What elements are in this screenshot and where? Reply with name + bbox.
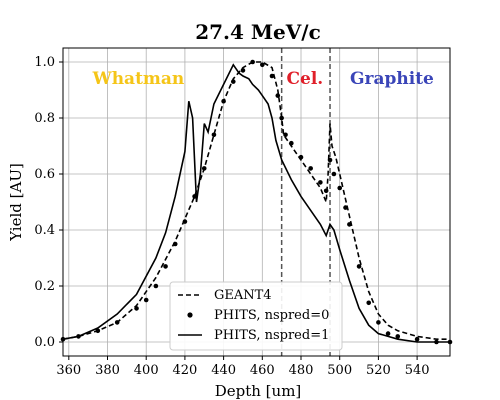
data-point bbox=[318, 180, 323, 185]
y-tick-label: 1.0 bbox=[34, 55, 55, 70]
x-tick-label: 520 bbox=[366, 363, 391, 378]
legend-label: PHITS, nspred=0 bbox=[214, 308, 329, 323]
legend-label: GEANT4 bbox=[214, 288, 272, 303]
data-point bbox=[376, 320, 381, 325]
region-label-graphite: Graphite bbox=[350, 69, 434, 89]
data-point bbox=[163, 264, 168, 269]
data-point bbox=[331, 171, 337, 177]
y-tick-label: 0.8 bbox=[34, 111, 55, 126]
legend-box bbox=[169, 281, 343, 351]
data-point bbox=[347, 222, 352, 227]
plot-frame bbox=[62, 47, 451, 357]
data-point bbox=[182, 219, 188, 224]
data-point bbox=[366, 300, 372, 306]
data-point bbox=[95, 328, 101, 334]
legend: GEANT4 PHITS, nspred=0 PHITS, nspred=1 bbox=[169, 281, 343, 351]
x-tick-label: 420 bbox=[172, 363, 197, 378]
data-point bbox=[260, 62, 265, 68]
data-point bbox=[134, 306, 139, 311]
x-tick-label: 360 bbox=[56, 363, 81, 378]
y-tick-label: 0.0 bbox=[34, 335, 55, 350]
data-point bbox=[172, 241, 178, 247]
x-tick-label: 540 bbox=[405, 363, 430, 378]
data-point bbox=[275, 93, 281, 98]
data-point bbox=[414, 336, 420, 342]
region-labels: Whatman Cel. Graphite bbox=[92, 69, 434, 89]
x-tick-label: 500 bbox=[327, 363, 352, 378]
region-label-whatman: Whatman bbox=[92, 69, 185, 89]
legend-swatch bbox=[187, 312, 193, 318]
x-tick-label: 380 bbox=[95, 363, 120, 378]
data-point bbox=[230, 79, 236, 84]
chart-title: 27.4 MeV/c bbox=[195, 20, 321, 44]
legend-label: PHITS, nspred=1 bbox=[214, 328, 329, 343]
data-point bbox=[269, 73, 275, 79]
data-point bbox=[143, 297, 149, 303]
data-point bbox=[283, 132, 288, 138]
x-tick-label: 440 bbox=[211, 363, 236, 378]
data-point bbox=[250, 59, 255, 65]
y-tick-label: 0.2 bbox=[34, 279, 55, 294]
x-tick-label: 460 bbox=[250, 363, 275, 378]
data-point bbox=[323, 188, 329, 194]
data-point bbox=[114, 320, 120, 325]
x-axis-label: Depth [um] bbox=[215, 382, 302, 400]
data-point bbox=[337, 185, 343, 191]
data-point bbox=[395, 334, 401, 339]
x-tick-label: 480 bbox=[289, 363, 314, 378]
y-tick-label: 0.6 bbox=[34, 167, 55, 182]
y-tick-label: 0.4 bbox=[34, 223, 55, 238]
series-phits-nspred1-line bbox=[62, 63, 450, 343]
x-tick-label: 400 bbox=[134, 363, 159, 378]
data-point bbox=[327, 157, 333, 163]
series-layer bbox=[60, 59, 453, 345]
data-point bbox=[221, 98, 226, 104]
y-axis-label: Yield [AU] bbox=[7, 163, 25, 242]
series-phits-nspred0 bbox=[60, 59, 453, 345]
data-point bbox=[211, 132, 217, 138]
data-point bbox=[385, 331, 391, 336]
data-point bbox=[308, 166, 313, 171]
x-axis-ticks: 360 380 400 420 440 460 480 500 520 540 bbox=[56, 356, 430, 378]
data-point bbox=[298, 154, 304, 160]
y-axis-ticks: 0.0 0.2 0.4 0.6 0.8 1.0 bbox=[34, 55, 63, 350]
data-point bbox=[289, 140, 294, 146]
data-point bbox=[153, 283, 159, 289]
data-point bbox=[201, 166, 207, 171]
data-point bbox=[356, 264, 362, 269]
data-point bbox=[240, 68, 246, 73]
grid bbox=[63, 48, 450, 356]
data-point bbox=[343, 205, 348, 210]
region-label-cel: Cel. bbox=[287, 69, 324, 89]
data-point bbox=[279, 115, 284, 121]
